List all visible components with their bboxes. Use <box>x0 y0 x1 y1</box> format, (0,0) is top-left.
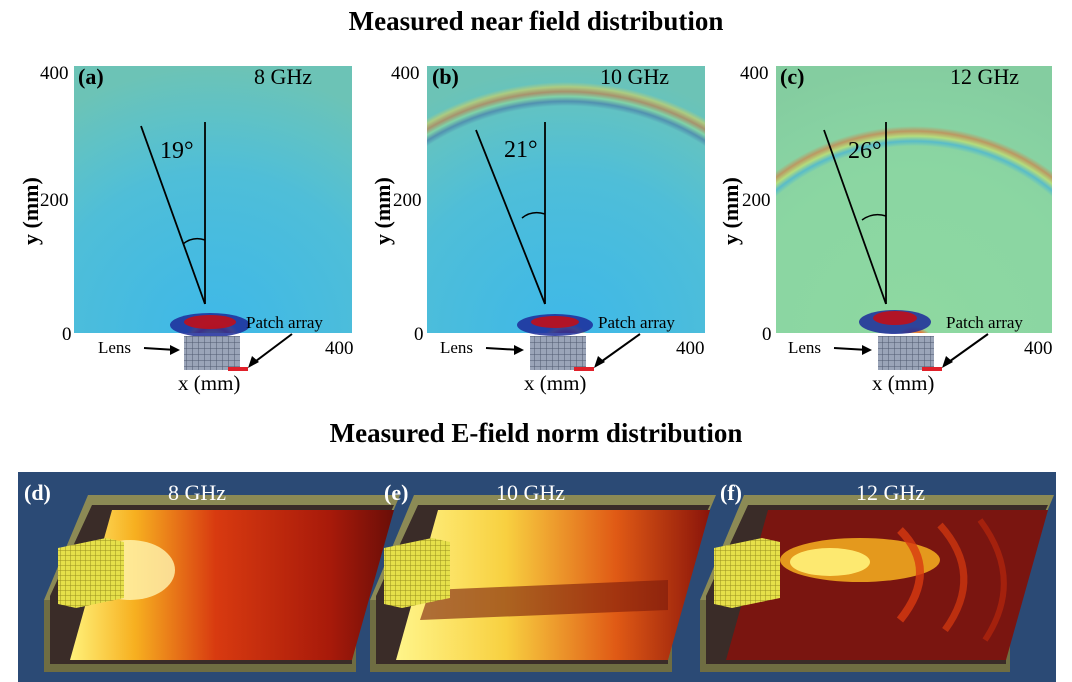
panel-tag-e: (e) <box>384 480 408 505</box>
beam-line-c <box>823 129 887 305</box>
near-field-heading: Measured near field distribution <box>348 6 724 36</box>
angle-label-c: 26° <box>848 138 882 164</box>
near-field-fade-c <box>776 66 1052 333</box>
y-axis-label-a: y (mm) <box>18 177 43 245</box>
panel-f: (f) 12 GHz <box>700 480 1054 672</box>
y-min-b: 0 <box>414 324 424 345</box>
x-max-b: 400 <box>676 338 705 359</box>
panel-d: (d) 8 GHz <box>24 480 400 672</box>
panel-tag-c: (c) <box>780 64 804 89</box>
x-max-c: 400 <box>1024 338 1053 359</box>
panel-c: 26° (c) 12 GHz 400 200 0 y (mm) 400 x (m… <box>718 63 1053 395</box>
x-axis-label-b: x (mm) <box>524 371 586 395</box>
patch-array-c <box>922 367 942 371</box>
lens-model-f <box>714 538 780 608</box>
x-axis-label-a: x (mm) <box>178 371 240 395</box>
y-min-a: 0 <box>62 324 72 345</box>
freq-label-d: 8 GHz <box>168 480 226 505</box>
angle-label-a: 19° <box>160 138 194 164</box>
lens-label-c: Lens <box>788 338 821 357</box>
patch-label-c: Patch array <box>946 313 1023 332</box>
near-field-fade-a <box>74 66 352 333</box>
lens-block-b <box>530 336 586 370</box>
angle-label-b: 21° <box>504 137 538 163</box>
lens-label-a: Lens <box>98 338 131 357</box>
lens-block-a <box>184 336 240 370</box>
x-axis-label-c: x (mm) <box>872 371 934 395</box>
panel-a: 19° (a) 8 GHz 400 200 0 y (mm) 400 x (mm… <box>18 63 354 395</box>
beam-line-a <box>140 125 206 305</box>
y-axis-label-b: y (mm) <box>370 177 395 245</box>
patch-label-a: Patch array <box>246 313 323 332</box>
panel-tag-b: (b) <box>432 64 459 89</box>
panel-tag-f: (f) <box>720 480 742 505</box>
lens-label-b: Lens <box>440 338 473 357</box>
patch-arrow-c <box>945 333 989 365</box>
beam-line-b <box>475 129 546 305</box>
y-mid-b: 200 <box>393 190 422 211</box>
y-max-a: 400 <box>40 63 69 84</box>
freq-label-a: 8 GHz <box>254 64 312 89</box>
patch-array-b <box>574 367 594 371</box>
patch-array-a <box>228 367 248 371</box>
y-max-c: 400 <box>740 63 769 84</box>
lens-model-d <box>58 538 124 608</box>
freq-label-e: 10 GHz <box>496 480 565 505</box>
y-mid-a: 200 <box>40 190 69 211</box>
patch-arrow-a <box>251 333 293 365</box>
angle-arc-c <box>861 213 887 221</box>
panel-tag-d: (d) <box>24 480 51 505</box>
y-axis-label-c: y (mm) <box>718 177 743 245</box>
y-max-b: 400 <box>391 63 420 84</box>
patch-label-b: Patch array <box>598 313 675 332</box>
patch-arrow-b <box>597 333 641 365</box>
y-min-c: 0 <box>762 324 772 345</box>
freq-label-b: 10 GHz <box>600 64 669 89</box>
e-field-heading: Measured E-field norm distribution <box>329 418 743 448</box>
lens-model-e <box>384 538 450 608</box>
near-field-fade-b <box>427 66 705 333</box>
angle-arc-b <box>521 211 546 219</box>
freq-label-f: 12 GHz <box>856 480 925 505</box>
panel-e: (e) 10 GHz <box>370 480 716 672</box>
lens-block-c <box>878 336 934 370</box>
freq-label-c: 12 GHz <box>950 64 1019 89</box>
y-mid-c: 200 <box>742 190 771 211</box>
panel-b: 21° (b) 10 GHz 400 200 0 y (mm) 400 x (m… <box>370 63 705 395</box>
x-max-a: 400 <box>325 338 354 359</box>
angle-arc-a <box>182 237 206 245</box>
panel-tag-a: (a) <box>78 64 104 89</box>
